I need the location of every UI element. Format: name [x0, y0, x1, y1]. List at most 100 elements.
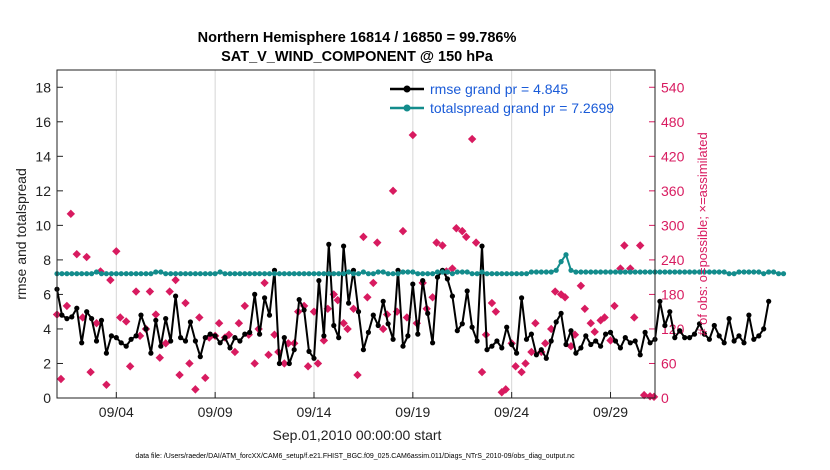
totalspread-point: [528, 269, 535, 275]
obs-possible-point: [616, 264, 625, 273]
rmse-point: [588, 341, 594, 348]
rmse-point: [355, 309, 362, 315]
obs-possible-point: [116, 313, 125, 322]
obs-possible-point: [131, 287, 141, 296]
rmse-point: [691, 331, 698, 337]
rmse-point: [143, 326, 149, 332]
totalspread-point: [98, 271, 105, 277]
obs-possible-point: [471, 238, 481, 247]
totalspread-point: [192, 271, 198, 277]
rmse-point: [632, 338, 638, 344]
y-tick-label: 0: [43, 390, 51, 406]
obs-possible-point: [102, 380, 111, 389]
obs-possible-point: [175, 370, 184, 380]
obs-possible-point: [135, 331, 145, 341]
rmse-point: [281, 335, 287, 341]
legend-spread-label: totalspread grand pr = 7.2699: [430, 100, 614, 116]
x-tick-label: 09/09: [198, 404, 233, 420]
rmse-point: [306, 348, 312, 354]
rmse-point: [578, 345, 584, 351]
obs-possible-point: [541, 339, 550, 348]
obs-possible-point: [373, 238, 382, 247]
rmse-point: [504, 324, 510, 330]
obs-possible-point: [570, 330, 580, 339]
rmse-point: [756, 333, 762, 339]
totalspread-point: [346, 269, 352, 275]
rmse-point: [519, 295, 525, 301]
rmse-point: [291, 347, 297, 353]
totalspread-point: [123, 271, 129, 277]
totalspread-point: [706, 269, 713, 275]
rmse-point: [533, 352, 540, 358]
totalspread-point: [578, 269, 584, 275]
totalspread-point: [776, 271, 782, 277]
obs-possible-point: [191, 385, 200, 394]
rmse-point: [123, 343, 129, 349]
totalspread-point: [405, 269, 411, 275]
obs-possible-point: [125, 362, 135, 371]
totalspread-point: [296, 271, 302, 277]
rmse-point: [252, 291, 258, 297]
obs-possible-point: [501, 385, 510, 394]
rmse-point: [563, 341, 569, 348]
totalspread-point: [266, 271, 273, 277]
totalspread-point: [108, 271, 114, 277]
obs-possible-point: [353, 370, 362, 380]
totalspread-point: [459, 269, 465, 275]
y-tick-label: 2: [43, 355, 51, 371]
rmse-point: [701, 331, 708, 337]
plot-area: [57, 70, 655, 398]
y-tick-label: 14: [35, 148, 51, 164]
totalspread-point: [726, 271, 732, 277]
rmse-point: [93, 338, 100, 344]
rmse-point: [716, 333, 722, 339]
totalspread-point: [232, 271, 238, 277]
totalspread-point: [365, 271, 371, 277]
rmse-point: [474, 338, 480, 344]
totalspread-point: [301, 271, 307, 277]
totalspread-point: [504, 271, 510, 277]
rmse-point: [706, 336, 713, 342]
obs-possible-point: [234, 318, 244, 328]
rmse-point: [207, 331, 213, 337]
rmse-point: [138, 312, 144, 318]
rmse-point: [98, 317, 105, 323]
rmse-point: [390, 336, 396, 342]
totalspread-point: [202, 271, 208, 277]
totalspread-point: [657, 269, 663, 275]
rmse-point: [523, 336, 530, 342]
obs-possible-point: [531, 318, 540, 328]
rmse-point: [217, 340, 223, 346]
obs-possible-point: [195, 313, 204, 322]
totalspread-point: [736, 269, 742, 275]
obs-possible-point: [339, 318, 348, 328]
totalspread-point: [514, 271, 520, 277]
rmse-point: [494, 338, 500, 344]
totalspread-point: [341, 271, 347, 277]
y-tick-label: 18: [35, 79, 51, 95]
obs-possible-point: [477, 367, 487, 377]
totalspread-point: [395, 271, 401, 277]
rmse-point: [538, 347, 544, 353]
rmse-point: [158, 343, 164, 349]
obs-possible-point: [458, 226, 467, 236]
obs-possible-point: [521, 359, 530, 368]
obs-possible-point: [82, 252, 91, 262]
totalspread-point: [741, 269, 747, 275]
rmse-point: [301, 307, 307, 313]
rmse-point: [163, 316, 169, 322]
totalspread-point: [286, 271, 292, 277]
totalspread-point: [242, 271, 248, 277]
chart-subtitle: SAT_V_WIND_COMPONENT @ 150 hPa: [221, 49, 494, 65]
rmse-point: [178, 335, 184, 341]
y-right-tick-label: 480: [661, 114, 685, 130]
totalspread-point: [187, 271, 193, 277]
totalspread-point: [168, 271, 174, 277]
totalspread-point: [672, 269, 678, 275]
totalspread-point: [276, 271, 282, 277]
rmse-point: [415, 331, 421, 337]
totalspread-point: [410, 269, 416, 275]
totalspread-point: [568, 267, 574, 273]
legend-rmse-marker: [403, 85, 411, 93]
